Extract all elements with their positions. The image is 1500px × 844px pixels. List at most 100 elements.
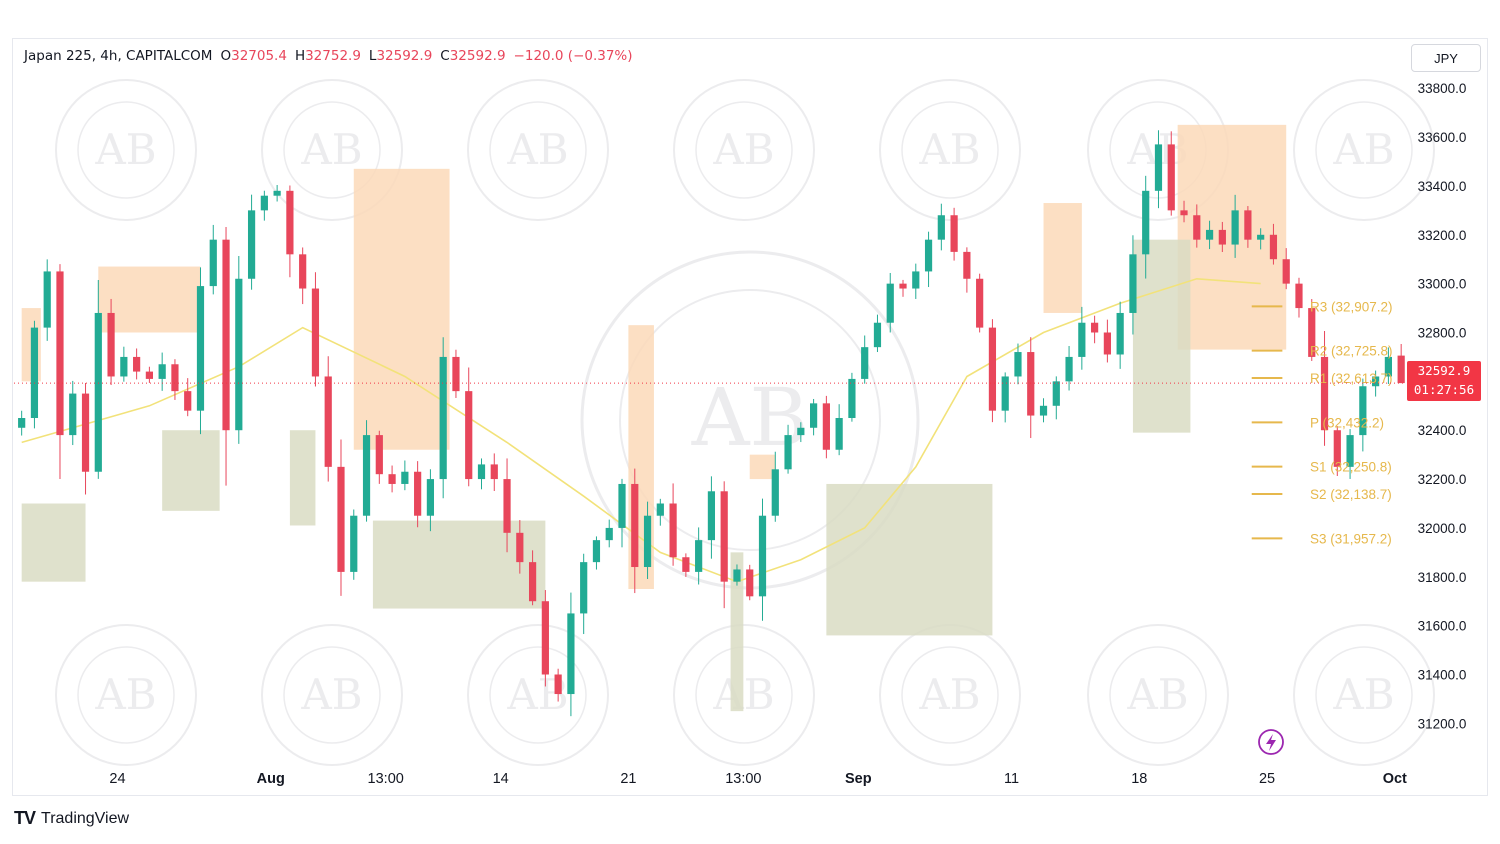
candle-up xyxy=(426,479,435,516)
candle-down xyxy=(1027,352,1035,416)
candle-up xyxy=(771,469,779,516)
y-tick-label: 33400.0 xyxy=(1418,179,1467,194)
y-tick-label: 32000.0 xyxy=(1418,521,1467,536)
candle-down xyxy=(133,356,141,372)
candle-up xyxy=(758,515,767,597)
watermark-initials: AB xyxy=(94,125,156,174)
symbol-legend: Japan 225, 4h, CAPITALCOM O32705.4 H32752.… xyxy=(24,48,641,64)
candle-down xyxy=(171,364,179,392)
candle-up xyxy=(592,540,601,563)
candle-up xyxy=(1384,356,1392,377)
candle-up xyxy=(158,364,166,379)
x-tick-label: 24 xyxy=(109,771,125,787)
low-value: 32592.9 xyxy=(376,48,433,64)
x-tick-label: Oct xyxy=(1383,771,1407,787)
watermark-seal xyxy=(1109,646,1207,744)
candle-up xyxy=(810,403,818,428)
watermark-seal xyxy=(1293,79,1435,221)
candle-up xyxy=(733,569,741,582)
candle-up xyxy=(94,312,102,472)
watermark-seal xyxy=(489,646,587,744)
candle-up xyxy=(656,503,664,516)
last-price-value: 32592.9 xyxy=(1417,363,1471,378)
candle-down xyxy=(682,557,690,572)
bar-countdown: 01:27:56 xyxy=(1413,382,1475,397)
candle-up xyxy=(797,427,805,436)
candle-down xyxy=(1167,144,1175,211)
x-tick-label: 25 xyxy=(1259,771,1275,787)
candle-up xyxy=(235,278,243,431)
candle-down xyxy=(516,532,524,563)
demand-zone xyxy=(289,430,316,526)
y-tick-label: 33200.0 xyxy=(1418,228,1467,243)
demand-zone xyxy=(1132,239,1191,433)
candle-down xyxy=(1091,322,1099,333)
y-tick-label: 31200.0 xyxy=(1418,716,1467,731)
x-tick-label: Aug xyxy=(257,771,285,787)
watermark-initials: AB xyxy=(94,670,156,719)
candle-up xyxy=(912,271,920,289)
candle-up xyxy=(567,613,575,695)
watermark-seal-large xyxy=(619,289,881,551)
axes-layer: 31200.0 31400.0 31600.0 31800.0 32000.0 32200… xyxy=(109,81,1466,787)
y-tick-label: 32800.0 xyxy=(1418,326,1467,341)
demand-zone xyxy=(162,430,220,511)
candle-up xyxy=(260,195,268,211)
low-label: L xyxy=(368,48,377,64)
candle-down xyxy=(1269,234,1278,260)
watermark-initials: AB xyxy=(300,125,362,174)
demand-zone xyxy=(730,552,744,712)
candle-down xyxy=(452,356,460,392)
candle-down xyxy=(746,569,754,597)
candle-up xyxy=(618,483,626,528)
candle-down xyxy=(337,466,345,572)
supply-zone xyxy=(98,266,201,333)
candle-up xyxy=(401,471,409,484)
candle-up xyxy=(707,491,716,541)
watermark-seal xyxy=(283,101,381,199)
candle-up xyxy=(1205,229,1214,240)
candle-down xyxy=(375,435,383,475)
watermark-seal xyxy=(77,646,175,744)
candle-down xyxy=(145,371,153,379)
watermark-seal xyxy=(1293,624,1435,766)
watermark-seal xyxy=(673,624,815,766)
candle-down xyxy=(963,251,971,279)
candle-down xyxy=(899,283,907,289)
watermark-seal xyxy=(1315,101,1413,199)
candle-up xyxy=(1039,405,1048,416)
candle-down xyxy=(669,503,677,558)
candle-up xyxy=(1052,381,1060,406)
candle-up xyxy=(1372,376,1380,387)
candle-up xyxy=(1014,352,1022,377)
candle-down xyxy=(541,601,549,675)
x-tick-label: 11 xyxy=(1004,771,1019,787)
watermark-initials: AB xyxy=(1332,125,1394,174)
pivot-label-r3: R3 (32,907.2) xyxy=(1310,299,1393,314)
candle-up xyxy=(439,356,447,480)
candle-up xyxy=(937,215,945,240)
misc-layer xyxy=(14,382,1405,755)
candle-up xyxy=(477,464,486,480)
watermark-initials: AB xyxy=(712,125,774,174)
candle-down xyxy=(56,271,64,436)
watermark-seal xyxy=(901,646,999,744)
candle-up xyxy=(861,347,869,379)
candle-down xyxy=(107,312,115,377)
candle-up xyxy=(247,210,256,279)
watermark-seal xyxy=(1315,646,1413,744)
tradingview-footer[interactable]: TV TradingView xyxy=(14,808,129,829)
supply-zone xyxy=(749,454,776,480)
candle-up xyxy=(1065,356,1073,382)
currency-button[interactable]: JPY xyxy=(1411,44,1481,72)
y-tick-label: 33600.0 xyxy=(1418,130,1467,145)
pivot-label-p: P (32,432.2) xyxy=(1310,415,1384,430)
candle-down xyxy=(1244,210,1252,240)
candle-up xyxy=(43,271,51,328)
candle-down xyxy=(1320,356,1329,431)
candle-up xyxy=(1142,190,1150,255)
x-tick-label: 14 xyxy=(493,771,509,787)
watermark-seal xyxy=(695,101,793,199)
open-value: 32705.4 xyxy=(231,48,287,64)
